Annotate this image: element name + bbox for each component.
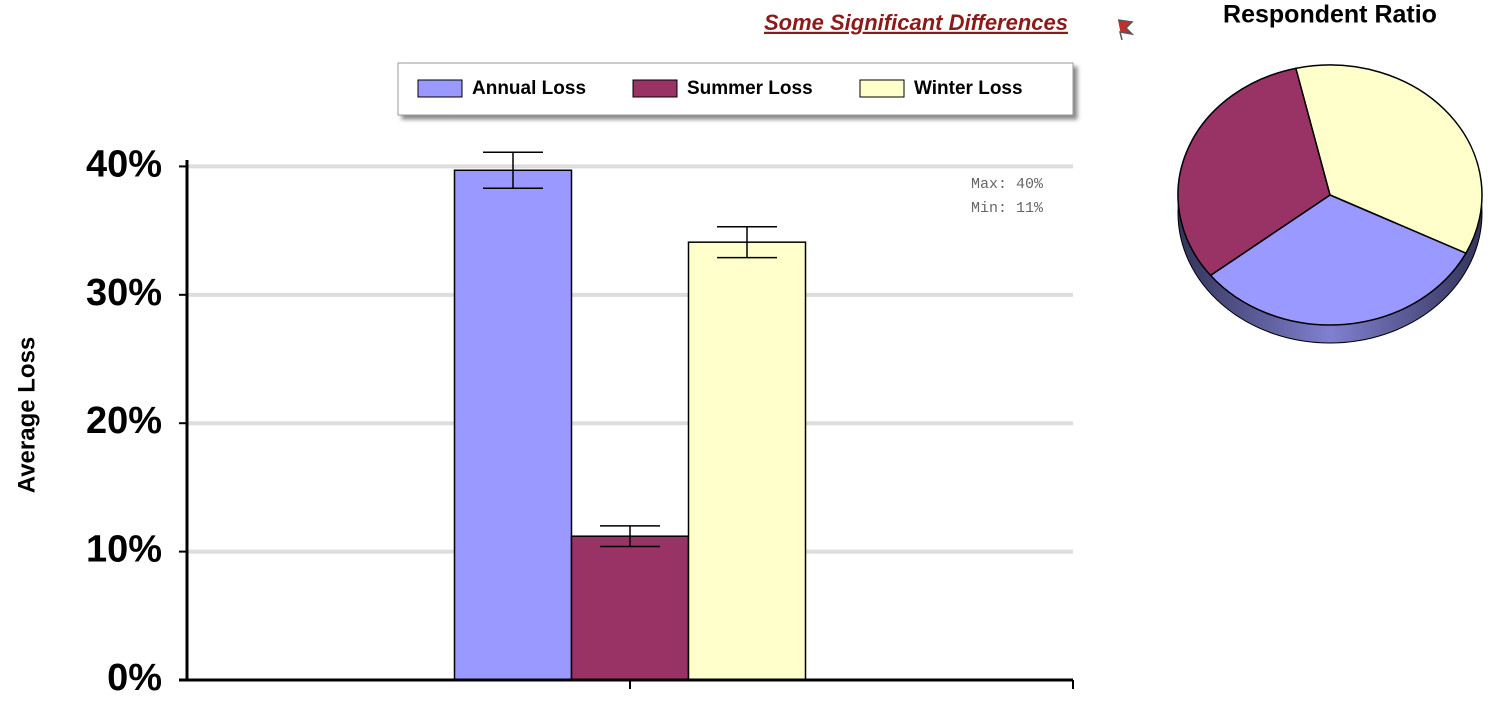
legend-swatch [417, 79, 463, 98]
error-bar [483, 151, 543, 189]
legend-label: Winter Loss [914, 78, 1023, 99]
legend-label: Annual Loss [472, 78, 586, 99]
y-tick-label: 0% [107, 657, 162, 699]
legend-label: Summer Loss [687, 78, 813, 99]
legend-swatch [859, 79, 905, 98]
legend-box [397, 62, 1074, 116]
bar [687, 241, 807, 681]
bar [453, 169, 573, 681]
significance-link[interactable]: Some Significant Differences [764, 10, 1068, 35]
y-tick-label: 30% [86, 272, 162, 314]
y-tick-label: 20% [86, 400, 162, 442]
pie-slice [1294, 64, 1483, 255]
error-bar [600, 525, 660, 548]
error-bar [717, 226, 777, 259]
bar [570, 535, 690, 681]
annotation: Max: 40% [971, 176, 1044, 193]
legend-swatch [632, 79, 678, 98]
pie-slice [1177, 67, 1331, 277]
pie-slice [1209, 194, 1467, 326]
y-axis-label: Average Loss [13, 337, 40, 494]
y-tick-label: 40% [86, 143, 162, 185]
pie-title: Respondent Ratio [1223, 1, 1437, 29]
flag-icon[interactable] [1117, 19, 1135, 41]
y-tick-label: 10% [86, 529, 162, 571]
annotation: Min: 11% [971, 200, 1044, 217]
